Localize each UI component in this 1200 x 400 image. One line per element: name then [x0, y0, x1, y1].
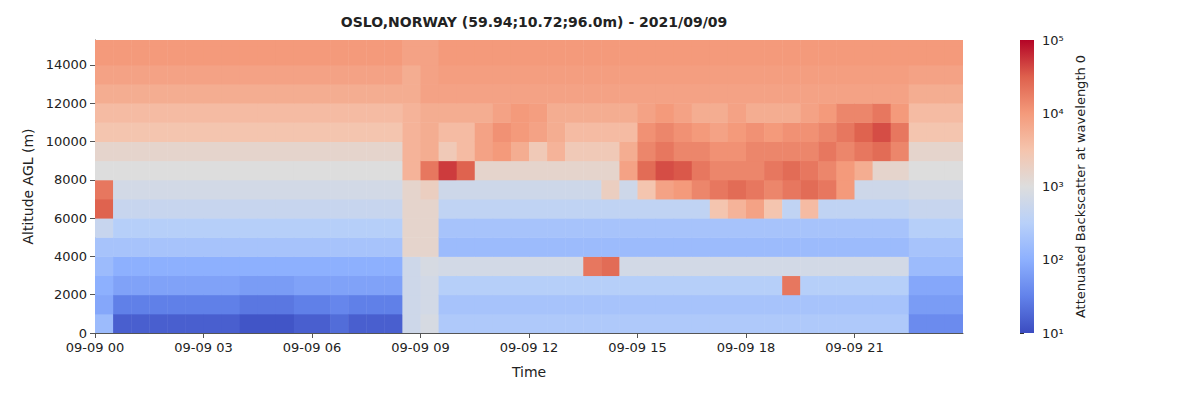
svg-text:09-09 00: 09-09 00 [66, 340, 124, 355]
svg-text:09-09 18: 09-09 18 [717, 340, 775, 355]
svg-text:10²: 10² [1042, 252, 1064, 267]
svg-text:OSLO,NORWAY (59.94;10.72;96.0m: OSLO,NORWAY (59.94;10.72;96.0m) - 2021/0… [341, 14, 727, 30]
svg-text:09-09 12: 09-09 12 [500, 340, 558, 355]
svg-text:8000: 8000 [54, 172, 87, 187]
svg-text:2000: 2000 [54, 287, 87, 302]
svg-text:09-09 15: 09-09 15 [608, 340, 666, 355]
svg-text:Attenuated Backscatter at wave: Attenuated Backscatter at wavelength 0 [1073, 55, 1088, 318]
svg-text:10⁴: 10⁴ [1042, 106, 1064, 121]
svg-text:4000: 4000 [54, 249, 87, 264]
svg-text:09-09 21: 09-09 21 [825, 340, 883, 355]
svg-text:10⁵: 10⁵ [1042, 33, 1064, 48]
svg-text:10000: 10000 [46, 134, 87, 149]
svg-text:09-09 03: 09-09 03 [174, 340, 232, 355]
svg-text:0: 0 [79, 326, 87, 341]
svg-text:Time: Time [511, 364, 546, 380]
svg-text:6000: 6000 [54, 211, 87, 226]
svg-text:14000: 14000 [46, 57, 87, 72]
svg-text:09-09 06: 09-09 06 [283, 340, 341, 355]
svg-text:10¹: 10¹ [1042, 326, 1064, 341]
svg-text:12000: 12000 [46, 96, 87, 111]
svg-text:10³: 10³ [1042, 179, 1064, 194]
svg-text:Altitude AGL (m): Altitude AGL (m) [20, 128, 36, 244]
svg-text:09-09 09: 09-09 09 [391, 340, 449, 355]
